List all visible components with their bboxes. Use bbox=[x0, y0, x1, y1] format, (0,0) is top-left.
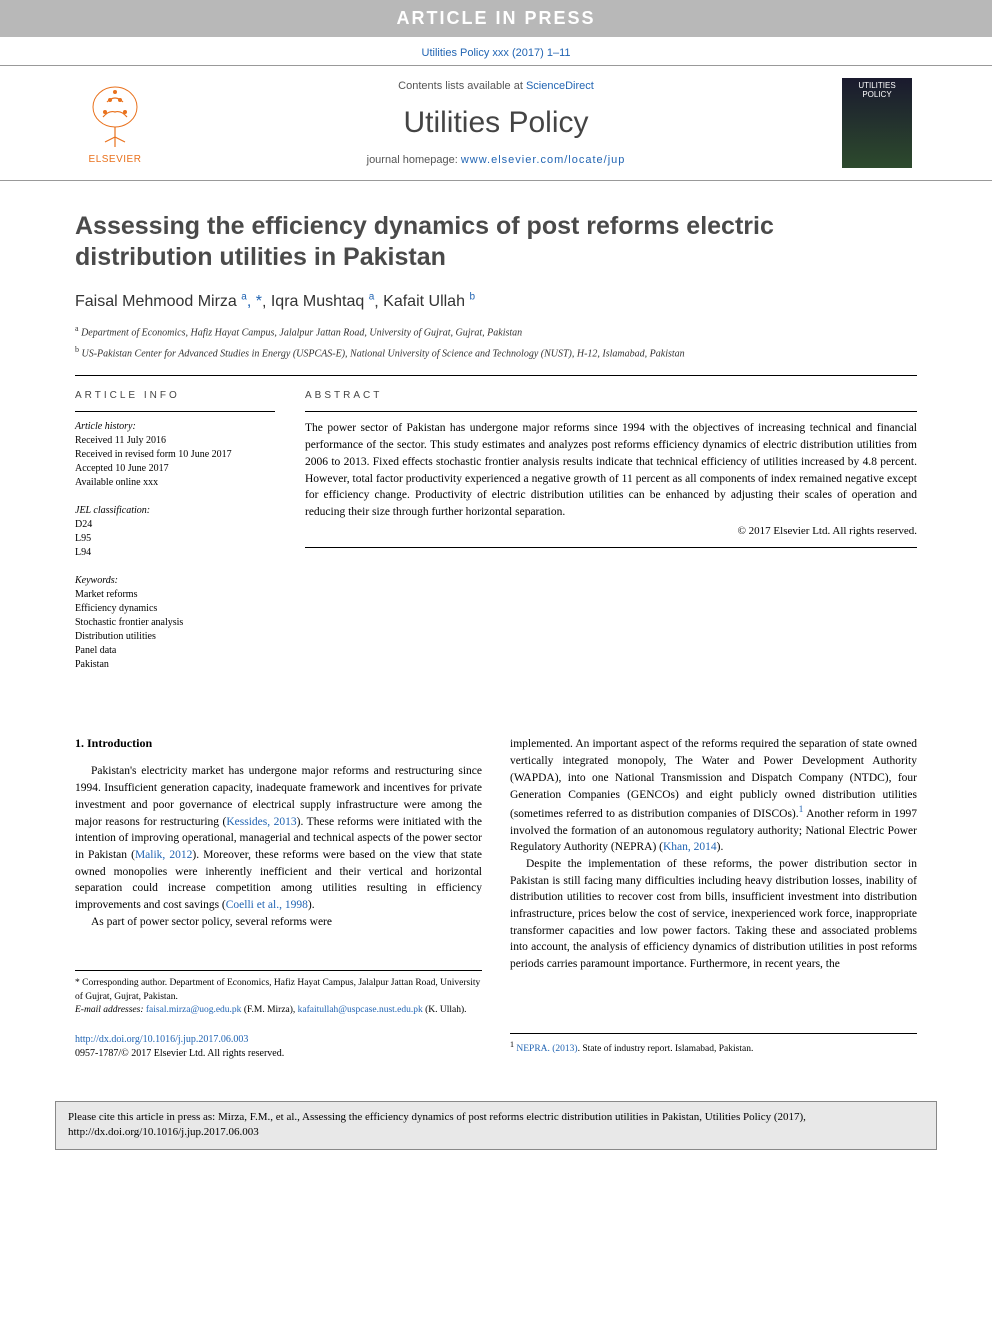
affiliation-b: b US-Pakistan Center for Advanced Studie… bbox=[75, 344, 917, 361]
keywords-label: Keywords: bbox=[75, 574, 275, 588]
masthead-center: Contents lists available at ScienceDirec… bbox=[150, 80, 842, 166]
article-in-press-banner: ARTICLE IN PRESS bbox=[0, 0, 992, 37]
divider bbox=[75, 375, 917, 376]
affiliation-a: a Department of Economics, Hafiz Hayat C… bbox=[75, 323, 917, 340]
body-column-right: implemented. An important aspect of the … bbox=[510, 736, 917, 1061]
corresponding-author-block: * Corresponding author. Department of Ec… bbox=[75, 970, 482, 1017]
citation-link[interactable]: Khan, 2014 bbox=[663, 841, 717, 853]
article-history: Article history: Received 11 July 2016 R… bbox=[75, 420, 275, 490]
citation-header: Utilities Policy xxx (2017) 1–11 bbox=[0, 37, 992, 65]
contents-prefix: Contents lists available at bbox=[398, 80, 526, 92]
body-paragraph: implemented. An important aspect of the … bbox=[510, 736, 917, 856]
keyword: Efficiency dynamics bbox=[75, 602, 275, 616]
keyword: Market reforms bbox=[75, 588, 275, 602]
body-columns: 1. Introduction Pakistan's electricity m… bbox=[75, 736, 917, 1061]
main-content: Assessing the efficiency dynamics of pos… bbox=[0, 181, 992, 1081]
keyword: Stochastic frontier analysis bbox=[75, 616, 275, 630]
corresponding-asterisk: , * bbox=[247, 293, 262, 310]
journal-name: Utilities Policy bbox=[150, 106, 842, 140]
citation-link[interactable]: Kessides, 2013 bbox=[226, 816, 296, 828]
keyword: Distribution utilities bbox=[75, 630, 275, 644]
corr-author-text: * Corresponding author. Department of Ec… bbox=[75, 977, 482, 1004]
cover-title: UTILITIES POLICY bbox=[846, 82, 908, 100]
info-divider bbox=[75, 411, 275, 412]
article-info-header: ARTICLE INFO bbox=[75, 390, 275, 401]
masthead: ELSEVIER Contents lists available at Sci… bbox=[0, 65, 992, 181]
abstract-column: ABSTRACT The power sector of Pakistan ha… bbox=[305, 390, 917, 686]
received-date: Received 11 July 2016 bbox=[75, 434, 275, 448]
author-email-link[interactable]: faisal.mirza@uog.edu.pk bbox=[146, 1005, 242, 1015]
homepage-line: journal homepage: www.elsevier.com/locat… bbox=[150, 154, 842, 166]
keywords-block: Keywords: Market reforms Efficiency dyna… bbox=[75, 574, 275, 672]
info-divider bbox=[305, 411, 917, 412]
homepage-prefix: journal homepage: bbox=[367, 154, 461, 166]
affiliation-text: US-Pakistan Center for Advanced Studies … bbox=[82, 348, 685, 359]
history-label: Article history: bbox=[75, 420, 275, 434]
footnote-block: 1 NEPRA. (2013). State of industry repor… bbox=[510, 1033, 917, 1056]
body-paragraph: As part of power sector policy, several … bbox=[75, 914, 482, 931]
jel-code: D24 bbox=[75, 518, 275, 532]
doi-block: http://dx.doi.org/10.1016/j.jup.2017.06.… bbox=[75, 1033, 482, 1061]
author-1: Faisal Mehmood Mirza a, * bbox=[75, 293, 262, 310]
jel-code: L94 bbox=[75, 546, 275, 560]
author-name: Iqra Mushtaq bbox=[271, 293, 364, 310]
body-column-left: 1. Introduction Pakistan's electricity m… bbox=[75, 736, 482, 1061]
intro-heading: 1. Introduction bbox=[75, 736, 482, 751]
body-paragraph: Despite the implementation of these refo… bbox=[510, 856, 917, 973]
author-2: Iqra Mushtaq a bbox=[271, 293, 374, 310]
journal-cover-thumbnail[interactable]: UTILITIES POLICY bbox=[842, 78, 912, 168]
elsevier-wordmark: ELSEVIER bbox=[89, 154, 142, 165]
author-affil-marker: a bbox=[369, 292, 375, 303]
author-3: Kafait Ullah b bbox=[383, 293, 475, 310]
author-name: Kafait Ullah bbox=[383, 293, 465, 310]
article-title: Assessing the efficiency dynamics of pos… bbox=[75, 211, 917, 274]
abstract-text: The power sector of Pakistan has undergo… bbox=[305, 420, 917, 520]
info-abstract-row: ARTICLE INFO Article history: Received 1… bbox=[75, 390, 917, 686]
author-email-link[interactable]: kafaitullah@uspcase.nust.edu.pk bbox=[298, 1005, 423, 1015]
footnote-citation-link[interactable]: NEPRA. (2013) bbox=[516, 1044, 577, 1054]
affiliation-text: Department of Economics, Hafiz Hayat Cam… bbox=[81, 327, 522, 338]
abstract-header: ABSTRACT bbox=[305, 390, 917, 401]
issn-copyright: 0957-1787/© 2017 Elsevier Ltd. All right… bbox=[75, 1047, 482, 1061]
doi-link[interactable]: http://dx.doi.org/10.1016/j.jup.2017.06.… bbox=[75, 1034, 248, 1045]
jel-block: JEL classification: D24 L95 L94 bbox=[75, 504, 275, 560]
abstract-copyright: © 2017 Elsevier Ltd. All rights reserved… bbox=[305, 525, 917, 537]
authors-line: Faisal Mehmood Mirza a, *, Iqra Mushtaq … bbox=[75, 292, 917, 311]
email-line: E-mail addresses: faisal.mirza@uog.edu.p… bbox=[75, 1004, 482, 1017]
elsevier-logo[interactable]: ELSEVIER bbox=[80, 82, 150, 165]
body-text: ). bbox=[308, 899, 315, 911]
citation-link[interactable]: Utilities Policy xxx (2017) 1–11 bbox=[422, 47, 571, 59]
author-affil-marker: b bbox=[469, 292, 475, 303]
footnote-text: . State of industry report. Islamabad, P… bbox=[578, 1044, 754, 1054]
online-date: Available online xxx bbox=[75, 476, 275, 490]
citation-link[interactable]: Malik, 2012 bbox=[135, 849, 192, 861]
email-who: (K. Ullah). bbox=[423, 1005, 467, 1015]
homepage-link[interactable]: www.elsevier.com/locate/jup bbox=[461, 154, 626, 166]
author-name: Faisal Mehmood Mirza bbox=[75, 293, 237, 310]
jel-code: L95 bbox=[75, 532, 275, 546]
keyword: Panel data bbox=[75, 644, 275, 658]
article-info-sidebar: ARTICLE INFO Article history: Received 1… bbox=[75, 390, 275, 686]
accepted-date: Accepted 10 June 2017 bbox=[75, 462, 275, 476]
keyword: Pakistan bbox=[75, 658, 275, 672]
email-who: (F.M. Mirza), bbox=[241, 1005, 297, 1015]
sciencedirect-link[interactable]: ScienceDirect bbox=[526, 80, 594, 92]
revised-date: Received in revised form 10 June 2017 bbox=[75, 448, 275, 462]
jel-label: JEL classification: bbox=[75, 504, 275, 518]
body-paragraph: Pakistan's electricity market has underg… bbox=[75, 763, 482, 913]
email-label: E-mail addresses: bbox=[75, 1005, 144, 1015]
body-text: ). bbox=[717, 841, 724, 853]
please-cite-box: Please cite this article in press as: Mi… bbox=[55, 1101, 937, 1150]
contents-available-line: Contents lists available at ScienceDirec… bbox=[150, 80, 842, 92]
elsevier-tree-icon bbox=[85, 82, 145, 152]
info-divider bbox=[305, 547, 917, 548]
citation-link[interactable]: Coelli et al., 1998 bbox=[226, 899, 308, 911]
